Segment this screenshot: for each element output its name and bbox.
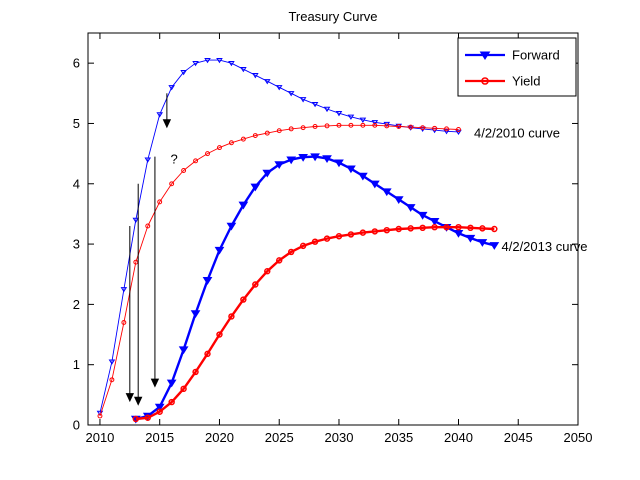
x-tick-label: 2050 xyxy=(564,430,593,445)
annotation-label: 4/2/2010 curve xyxy=(474,126,560,141)
y-tick-label: 2 xyxy=(73,297,80,312)
series-yield-2010 xyxy=(97,122,461,419)
y-tick-label: 5 xyxy=(73,116,80,131)
x-tick-label: 2015 xyxy=(145,430,174,445)
y-tick-label: 3 xyxy=(73,237,80,252)
annotation-arrows xyxy=(125,93,172,406)
x-axis-ticks: 2010 2015 2020 2025 2030 2035 2040 2045 2050 xyxy=(85,33,592,445)
axes-box xyxy=(87,32,579,426)
down-arrow-icon xyxy=(150,378,160,388)
y-tick-label: 4 xyxy=(73,176,80,191)
legend: Forward Yield xyxy=(457,37,577,97)
series-forward-2013 xyxy=(130,153,500,424)
down-arrow-icon xyxy=(125,393,135,403)
y-tick-label: 6 xyxy=(73,56,80,71)
x-tick-label: 2010 xyxy=(85,430,114,445)
chart-title: Treasury Curve xyxy=(288,9,377,24)
legend-label: Yield xyxy=(512,74,540,89)
x-tick-label: 2030 xyxy=(325,430,354,445)
annotation-label: 4/2/2013 curve xyxy=(502,239,588,254)
y-tick-label: 0 xyxy=(73,418,80,433)
x-tick-label: 2025 xyxy=(265,430,294,445)
plot-layer: 2010 2015 2020 2025 2030 2035 2040 2045 2050 0 1 2 3… xyxy=(73,33,592,445)
x-tick-label: 2040 xyxy=(444,430,473,445)
annotation-label: ? xyxy=(170,152,177,167)
legend-label: Forward xyxy=(512,48,560,63)
down-arrow-icon xyxy=(162,119,172,129)
down-arrow-icon xyxy=(133,396,143,406)
series-yield-2013 xyxy=(132,223,498,423)
annotation-labels: 4/2/2010 curve 4/2/2013 curve? xyxy=(170,126,587,254)
y-tick-label: 1 xyxy=(73,357,80,372)
y-axis-ticks: 0 1 2 3 4 5 6 xyxy=(73,56,578,433)
series-forward-2010 xyxy=(96,57,462,417)
x-tick-label: 2035 xyxy=(384,430,413,445)
x-tick-label: 2020 xyxy=(205,430,234,445)
x-tick-label: 2045 xyxy=(504,430,533,445)
legend-box xyxy=(457,37,577,97)
